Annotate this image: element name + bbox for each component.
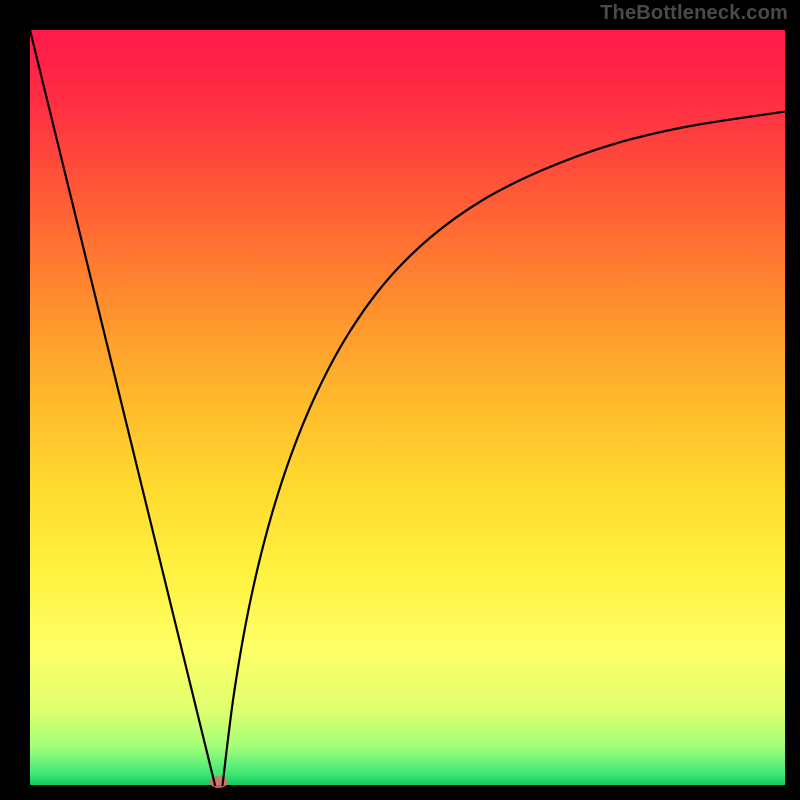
chart-container: TheBottleneck.com bbox=[0, 0, 800, 800]
bottleneck-curve-chart bbox=[0, 0, 800, 800]
chart-gradient-bg bbox=[30, 30, 785, 785]
watermark-text: TheBottleneck.com bbox=[600, 2, 788, 25]
